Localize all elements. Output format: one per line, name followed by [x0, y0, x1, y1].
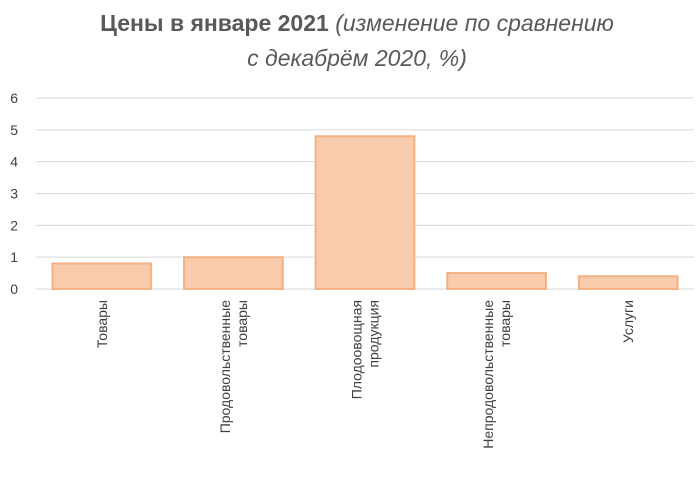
x-category-label: Услуги: [620, 300, 636, 343]
y-axis-tick-labels: 0 1 2 3 4 5 6: [10, 90, 18, 297]
bar: [446, 272, 547, 291]
chart-title: Цены в январе 2021 (изменение по сравнен…: [100, 10, 614, 71]
y-tick-label: 0: [10, 281, 18, 297]
y-tick-label: 6: [10, 90, 18, 106]
bar: [183, 256, 284, 290]
x-category-label-line: Продовольственные: [217, 300, 233, 434]
x-category-label-line: Товары: [94, 300, 110, 348]
bar: [51, 262, 153, 290]
bar: [314, 135, 416, 290]
x-axis-category-labels: Товары Продовольственныетовары Плодоовощна…: [94, 300, 636, 449]
y-tick-label: 3: [10, 186, 18, 202]
y-tick-label: 2: [10, 217, 18, 233]
x-category-label: Непродовольственныетовары: [480, 300, 513, 449]
bar: [577, 275, 679, 290]
y-tick-label: 5: [10, 122, 18, 138]
x-category-label-line: товары: [497, 300, 513, 347]
bars: [51, 135, 679, 291]
chart-title-main: Цены в январе 2021: [100, 10, 329, 36]
chart-title-line-1: Цены в январе 2021 (изменение по сравнен…: [100, 10, 614, 36]
chart-subtitle-part-1: (изменение по сравнению: [335, 10, 614, 36]
x-category-label: Товары: [94, 300, 110, 348]
x-category-label-line: продукция: [366, 300, 382, 368]
x-category-label-line: Плодоовощная: [349, 300, 365, 399]
y-tick-label: 4: [10, 154, 18, 170]
y-tick-label: 1: [10, 249, 18, 265]
x-category-label: Продовольственныетовары: [217, 300, 250, 434]
x-category-label-line: Услуги: [620, 300, 636, 343]
x-category-label-line: товары: [234, 300, 250, 347]
x-category-label-line: Непродовольственные: [480, 300, 496, 449]
chart-subtitle-part-2: с декабрём 2020, %): [247, 45, 467, 71]
x-category-label: Плодоовощнаяпродукция: [349, 300, 382, 399]
